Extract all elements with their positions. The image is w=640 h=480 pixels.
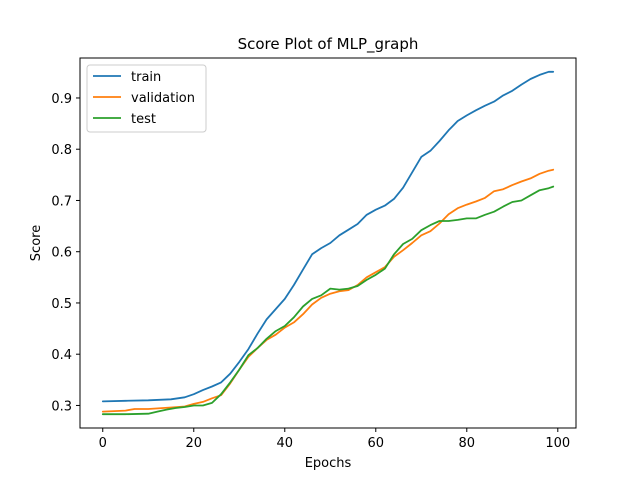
plot-frame bbox=[79, 57, 577, 429]
y-tick-label: 0.6 bbox=[51, 246, 72, 261]
x-tick-label: 20 bbox=[185, 436, 202, 451]
y-tick-label: 0.9 bbox=[51, 92, 72, 107]
legend-label-train: train bbox=[131, 70, 161, 85]
y-tick-label: 0.3 bbox=[51, 399, 72, 414]
legend-label-validation: validation bbox=[131, 91, 195, 106]
x-tick-label: 100 bbox=[545, 436, 570, 451]
series-line-test bbox=[101, 185, 555, 416]
y-tick-label: 0.7 bbox=[51, 194, 72, 209]
chart-title: Score Plot of MLP_graph bbox=[238, 35, 419, 54]
x-tick-label: 0 bbox=[99, 436, 107, 451]
y-tick-label: 0.4 bbox=[51, 348, 72, 363]
x-tick-label: 60 bbox=[368, 436, 385, 451]
series-line-validation bbox=[101, 168, 555, 413]
series-line-train bbox=[101, 70, 555, 403]
series-layer bbox=[101, 70, 555, 416]
x-tick-label: 80 bbox=[459, 436, 476, 451]
legend-box bbox=[86, 64, 207, 133]
legend-label-test: test bbox=[131, 112, 156, 127]
y-axis-label: Score bbox=[29, 225, 44, 261]
legend: train validation test bbox=[86, 64, 207, 133]
x-axis-ticks: 0 20 40 60 80 100 bbox=[99, 428, 570, 451]
x-axis-label: Epochs bbox=[305, 456, 352, 471]
x-tick-label: 40 bbox=[276, 436, 293, 451]
y-axis-ticks: 0.3 0.4 0.5 0.6 0.7 0.8 0.9 bbox=[51, 92, 80, 414]
y-tick-label: 0.5 bbox=[51, 297, 72, 312]
y-tick-label: 0.8 bbox=[51, 143, 72, 158]
